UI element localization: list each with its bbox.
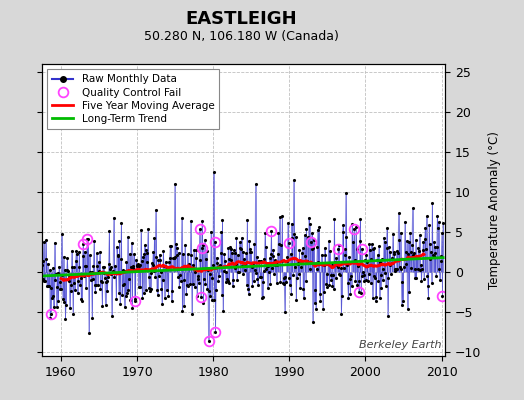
Text: 50.280 N, 106.180 W (Canada): 50.280 N, 106.180 W (Canada) — [144, 30, 339, 43]
Legend: Raw Monthly Data, Quality Control Fail, Five Year Moving Average, Long-Term Tren: Raw Monthly Data, Quality Control Fail, … — [47, 69, 220, 129]
Text: EASTLEIGH: EASTLEIGH — [185, 10, 297, 28]
Y-axis label: Temperature Anomaly (°C): Temperature Anomaly (°C) — [488, 131, 501, 289]
Text: Berkeley Earth: Berkeley Earth — [359, 340, 441, 350]
